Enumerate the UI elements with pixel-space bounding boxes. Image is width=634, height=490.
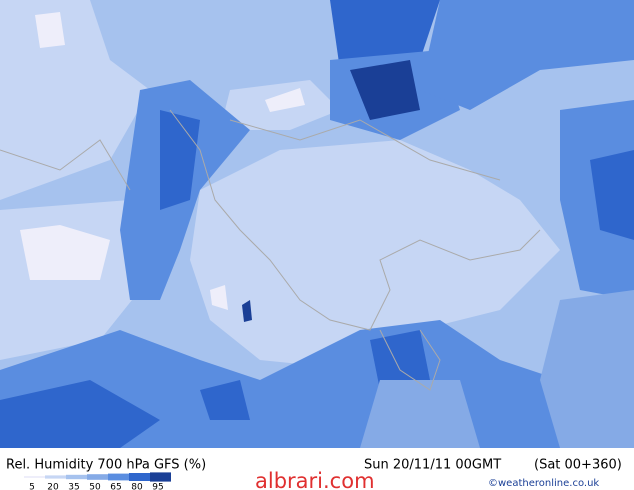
map-title: Rel. Humidity 700 hPa GFS (%) — [6, 458, 206, 473]
humidity-map — [0, 0, 634, 448]
footer-bar — [0, 448, 634, 490]
legend-level: 20 — [47, 483, 59, 490]
map-run: (Sat 00+360) — [534, 458, 622, 473]
legend-level: 5 — [29, 483, 35, 490]
legend-level: 65 — [110, 483, 121, 490]
legend-level: 95 — [152, 483, 163, 490]
legend-level: 35 — [68, 483, 79, 490]
legend-swatch — [150, 472, 171, 482]
legend-swatch — [24, 476, 45, 478]
legend-level: 50 — [89, 483, 101, 490]
legend: 5 20 35 50 65 80 95 — [24, 472, 171, 490]
legend-swatch — [108, 473, 129, 481]
watermark: albrari.com — [255, 469, 375, 490]
legend-swatch — [129, 473, 150, 481]
legend-level: 80 — [131, 483, 143, 490]
credit: ©weatheronline.co.uk — [488, 478, 599, 489]
legend-swatch — [87, 474, 108, 480]
legend-swatch — [45, 475, 66, 479]
legend-swatch — [66, 474, 87, 480]
map-date: Sun 20/11/11 00GMT — [364, 458, 501, 473]
